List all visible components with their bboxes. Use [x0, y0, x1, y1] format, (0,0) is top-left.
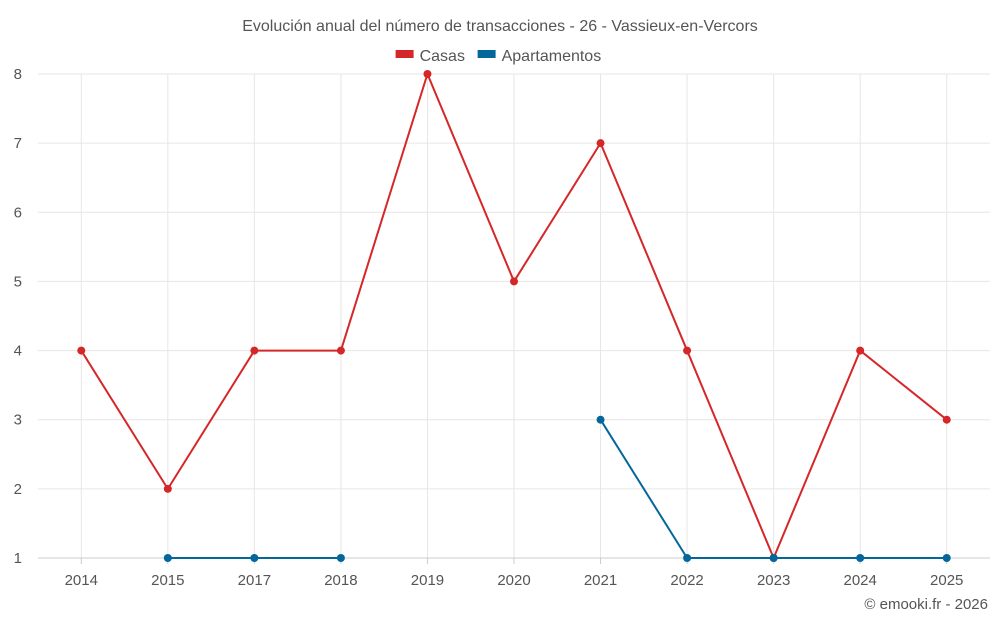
y-tick-label: 7	[14, 135, 22, 152]
y-tick-label: 6	[14, 204, 22, 221]
y-tick-label: 4	[14, 343, 22, 360]
data-point	[596, 139, 605, 148]
series-group	[77, 70, 951, 562]
gridlines	[38, 73, 990, 559]
y-tick-label: 8	[14, 66, 22, 83]
legend-swatch	[477, 50, 496, 58]
data-point	[596, 415, 605, 424]
y-tick-label: 3	[14, 412, 22, 429]
series-apartamentos	[163, 415, 951, 562]
data-point	[683, 554, 692, 562]
x-tick-label: 2019	[411, 572, 444, 589]
legend-label: Casas	[420, 48, 465, 65]
data-point	[163, 484, 172, 493]
data-point	[683, 346, 692, 355]
x-tick-label: 2022	[670, 572, 703, 589]
data-point	[163, 554, 172, 562]
x-tick-label: 2021	[584, 572, 617, 589]
data-point	[942, 415, 951, 424]
data-point	[423, 70, 432, 78]
data-point	[250, 554, 259, 562]
x-tick-label: 2025	[930, 572, 963, 589]
data-point	[336, 346, 345, 355]
x-tick-label: 2018	[324, 572, 357, 589]
legend-label: Apartamentos	[502, 48, 602, 65]
chart-title: Evolución anual del número de transaccio…	[242, 18, 758, 35]
credit-text: © emooki.fr - 2026	[864, 596, 988, 613]
x-tick-label: 2024	[843, 572, 876, 589]
legend-swatch	[395, 50, 414, 58]
y-tick-label: 5	[14, 273, 22, 290]
data-point	[77, 346, 86, 355]
x-tick-label: 2017	[238, 572, 271, 589]
data-point	[336, 554, 345, 562]
x-tick-label: 2015	[151, 572, 184, 589]
data-point	[769, 554, 778, 562]
data-point	[942, 554, 951, 562]
y-tick-label: 2	[14, 481, 22, 498]
legend: Casas Apartamentos	[395, 48, 602, 65]
legend-item-apartamentos[interactable]: Apartamentos	[477, 48, 602, 65]
axes: 1 2 3 4 5 6 7 8 2014 2015 2017 2018 2019 2020 2021 2022…	[14, 66, 990, 589]
data-point	[510, 277, 518, 286]
x-tick-label: 2014	[65, 572, 98, 589]
y-tick-label: 1	[14, 550, 22, 567]
x-tick-label: 2020	[497, 572, 530, 589]
legend-item-casas[interactable]: Casas	[395, 48, 465, 65]
data-point	[856, 346, 865, 355]
data-point	[250, 346, 259, 355]
data-point	[856, 554, 865, 562]
x-tick-label: 2023	[757, 572, 790, 589]
